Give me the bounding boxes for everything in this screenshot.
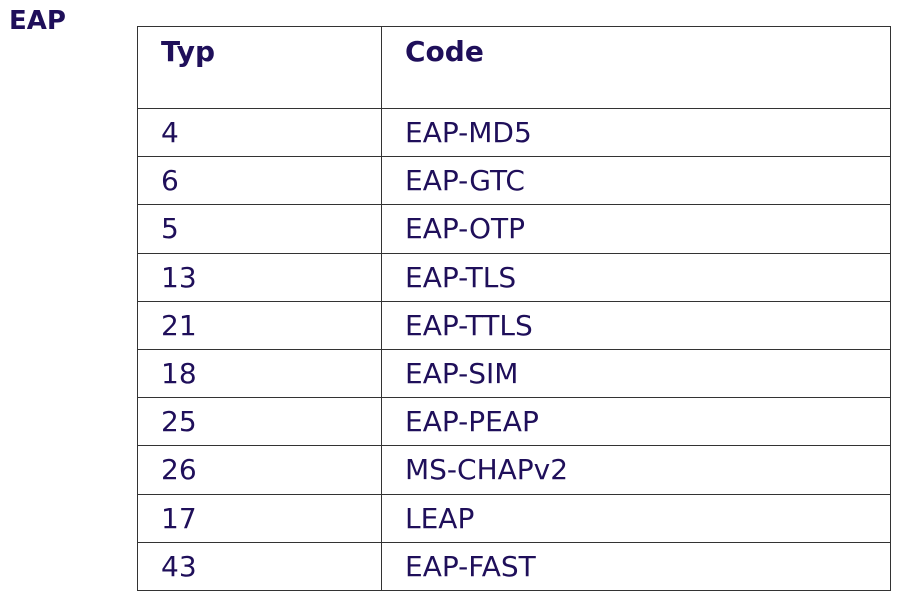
cell-code: EAP-OTP <box>381 204 891 254</box>
cell-code: MS-CHAPv2 <box>381 445 891 495</box>
table-row: 43 EAP-FAST <box>137 541 891 591</box>
cell-code: EAP-SIM <box>381 348 891 399</box>
cell-code: EAP-GTC <box>381 156 891 206</box>
cell-typ: 18 <box>137 348 382 399</box>
page-title: EAP <box>9 6 66 36</box>
table-row: 18 EAP-SIM <box>137 348 891 399</box>
table-row: 6 EAP-GTC <box>137 156 891 206</box>
table-row: 5 EAP-OTP <box>137 204 891 254</box>
cell-typ: 6 <box>137 156 382 206</box>
cell-typ: 25 <box>137 397 382 447</box>
cell-code: EAP-TLS <box>381 252 891 302</box>
table-row: 21 EAP-TTLS <box>137 300 891 350</box>
cell-typ: 17 <box>137 493 382 543</box>
table-row: 25 EAP-PEAP <box>137 397 891 447</box>
eap-type-table: Typ Code 4 EAP-MD5 6 EAP-GTC 5 EAP-OTP 13 EAP-T… <box>137 26 891 591</box>
cell-code: EAP-FAST <box>381 541 891 591</box>
cell-typ: 21 <box>137 300 382 350</box>
cell-typ: 43 <box>137 541 382 591</box>
cell-code: EAP-PEAP <box>381 397 891 447</box>
table-row: 4 EAP-MD5 <box>137 107 891 158</box>
cell-code: LEAP <box>381 493 891 543</box>
header-code: Code <box>381 26 891 109</box>
table-row: 13 EAP-TLS <box>137 252 891 302</box>
table-header-row: Typ Code <box>137 26 891 109</box>
cell-code: EAP-MD5 <box>381 107 891 158</box>
header-typ: Typ <box>137 26 382 109</box>
cell-code: EAP-TTLS <box>381 300 891 350</box>
table-row: 17 LEAP <box>137 493 891 543</box>
cell-typ: 13 <box>137 252 382 302</box>
table-row: 26 MS-CHAPv2 <box>137 445 891 495</box>
cell-typ: 26 <box>137 445 382 495</box>
cell-typ: 4 <box>137 107 382 158</box>
cell-typ: 5 <box>137 204 382 254</box>
